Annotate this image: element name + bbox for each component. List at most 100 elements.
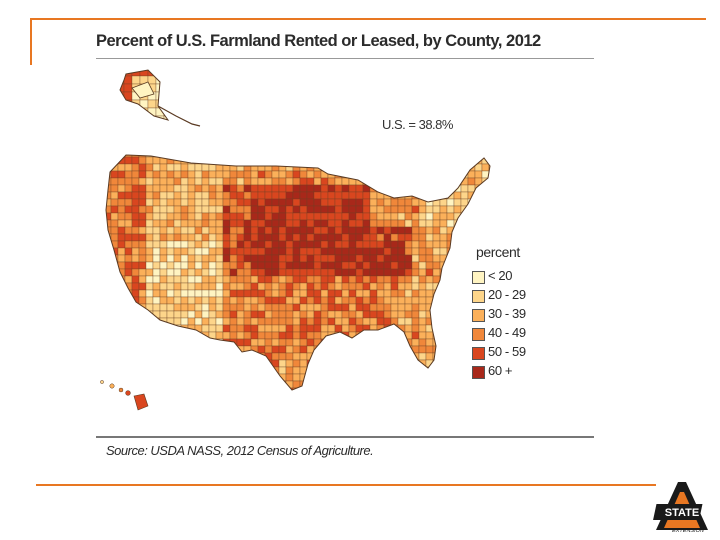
county-cell [285, 247, 294, 256]
county-cell [404, 310, 413, 319]
county-cell [166, 240, 175, 249]
county-cell [467, 155, 476, 158]
county-cell [106, 331, 112, 340]
county-cell [292, 352, 301, 361]
county-cell [222, 296, 231, 305]
county-cell [460, 261, 469, 270]
county-cell [159, 331, 168, 340]
county-cell [180, 380, 189, 389]
county-cell [355, 254, 364, 263]
county-cell [425, 380, 434, 389]
county-cell [460, 324, 469, 333]
county-cell [418, 261, 427, 270]
county-cell [404, 317, 413, 326]
county-cell [453, 275, 462, 284]
county-cell [145, 324, 154, 333]
county-cell [411, 289, 420, 298]
county-cell [236, 212, 245, 221]
county-cell [201, 191, 210, 200]
county-cell [341, 156, 350, 165]
county-cell [327, 303, 336, 312]
county-cell [173, 338, 182, 347]
county-cell [432, 317, 441, 326]
county-cell [299, 212, 308, 221]
county-cell [299, 317, 308, 326]
county-cell [383, 296, 392, 305]
county-cell [383, 387, 392, 390]
county-cell [131, 282, 140, 291]
county-cell [173, 373, 182, 382]
county-cell [271, 177, 280, 186]
county-cell [306, 268, 315, 277]
county-cell [138, 219, 147, 228]
county-cell [250, 366, 259, 375]
county-cell [145, 352, 154, 361]
county-cell [187, 247, 196, 256]
county-cell [369, 268, 378, 277]
county-cell [390, 289, 399, 298]
county-cell [327, 289, 336, 298]
county-cell [418, 184, 427, 193]
county-cell [106, 317, 112, 326]
county-cell [243, 184, 252, 193]
county-cell [110, 338, 119, 347]
county-cell [201, 240, 210, 249]
county-cell [257, 275, 266, 284]
county-cell [201, 324, 210, 333]
county-cell [481, 226, 490, 235]
county-cell [201, 345, 210, 354]
county-cell [243, 352, 252, 361]
county-cell [285, 303, 294, 312]
county-cell [474, 191, 483, 200]
county-cell [110, 289, 119, 298]
county-cell [348, 155, 357, 158]
county-cell [446, 177, 455, 186]
county-cell [432, 303, 441, 312]
county-cell [355, 345, 364, 354]
county-cell [418, 289, 427, 298]
county-cell [320, 156, 329, 165]
county-cell [222, 338, 231, 347]
county-cell [474, 380, 483, 389]
county-cell [334, 163, 343, 172]
county-cell [187, 205, 196, 214]
county-cell [369, 163, 378, 172]
county-cell [278, 338, 287, 347]
county-cell [362, 345, 371, 354]
county-cell [341, 191, 350, 200]
county-cell [264, 303, 273, 312]
county-cell [173, 219, 182, 228]
county-cell [194, 198, 203, 207]
county-cell [299, 296, 308, 305]
logo-mark: STATE EXTENSION [653, 482, 708, 534]
county-cell [159, 247, 168, 256]
county-cell [390, 156, 399, 165]
county-cell [488, 198, 490, 207]
county-cell [222, 205, 231, 214]
county-cell [320, 233, 329, 242]
county-cell [173, 282, 182, 291]
county-cell [481, 184, 490, 193]
county-cell [453, 303, 462, 312]
county-cell [131, 366, 140, 375]
county-cell [292, 226, 301, 235]
county-cell [243, 268, 252, 277]
county-cell [124, 352, 133, 361]
legend-swatch [472, 290, 485, 303]
county-cell [229, 268, 238, 277]
county-cell [131, 359, 140, 368]
county-cell [362, 240, 371, 249]
county-cell [208, 240, 217, 249]
county-cell [327, 254, 336, 263]
county-cell [397, 191, 406, 200]
county-cell [404, 303, 413, 312]
county-cell [348, 324, 357, 333]
county-cell [411, 226, 420, 235]
county-cell [138, 254, 147, 263]
county-cell [446, 156, 455, 165]
county-cell [285, 233, 294, 242]
county-cell [481, 387, 490, 390]
county-cell [278, 282, 287, 291]
county-cell [215, 240, 224, 249]
county-cell [187, 219, 196, 228]
